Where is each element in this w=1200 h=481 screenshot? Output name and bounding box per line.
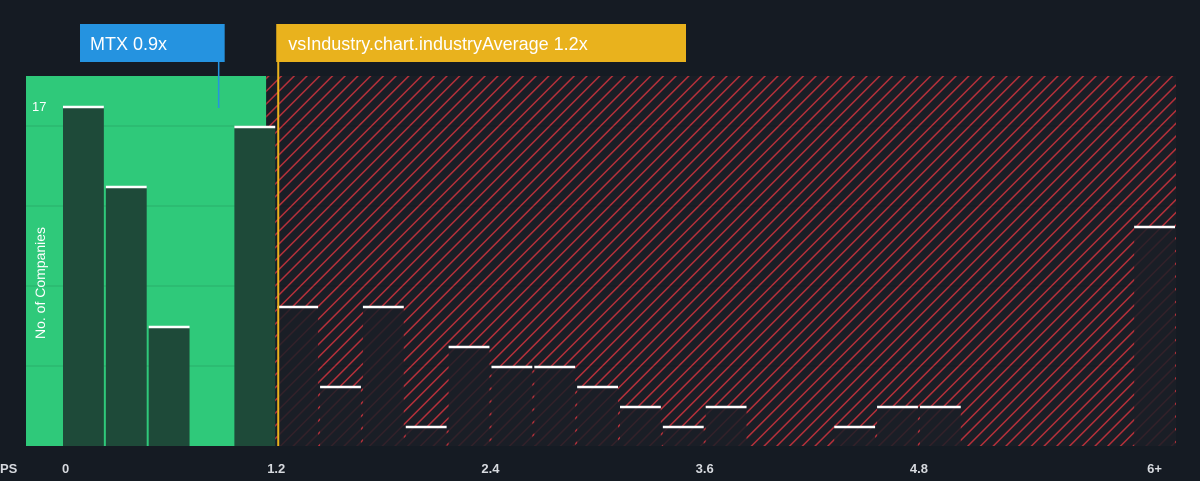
- histogram-bar: [662, 426, 704, 446]
- company-callout-label: MTX 0.9x: [90, 34, 167, 54]
- x-axis-ticks: 0 1.2 2.4 3.6 4.8 6+: [62, 461, 1162, 476]
- industry-callout: vsIndustry.chart.industryAverage 1.2x: [276, 24, 686, 62]
- histogram-bar: [448, 346, 490, 446]
- callouts: MTX 0.9x vsIndustry.chart.industryAverag…: [80, 24, 686, 62]
- histogram-bar: [105, 186, 147, 446]
- histogram-bar: [148, 326, 190, 446]
- histogram-bar: [405, 426, 447, 446]
- axes: No. of Companies PS 0 1.2 2.4 3.6 4.8 6+ 17: [0, 99, 1162, 476]
- histogram-bar: [320, 386, 361, 446]
- company-callout-box: [80, 24, 225, 62]
- histogram-bar: [919, 406, 961, 446]
- industry-callout-label: vsIndustry.chart.industryAverage 1.2x: [288, 34, 587, 54]
- x-tick-label: 2.4: [481, 461, 500, 476]
- x-tick-label: 0: [62, 461, 69, 476]
- x-tick-label: 3.6: [696, 461, 714, 476]
- histogram-bar: [620, 406, 661, 446]
- histogram-bar: [1134, 226, 1175, 446]
- histogram-bar: [834, 426, 876, 446]
- x-tick-label: 6+: [1147, 461, 1162, 476]
- histogram-bar: [362, 306, 404, 446]
- histogram-bars: [63, 105, 1175, 446]
- histogram-bar: [577, 386, 618, 446]
- value-zones: [26, 76, 1176, 446]
- histogram-bar: [534, 366, 576, 446]
- x-tick-label: 4.8: [910, 461, 928, 476]
- y-axis-ticks: 17: [32, 99, 46, 114]
- histogram-bar: [491, 366, 533, 446]
- y-tick-label: 17: [32, 99, 46, 114]
- industry-callout-box: [276, 24, 686, 62]
- overvalued-zone: [266, 76, 1176, 446]
- value-markers: [217, 60, 280, 446]
- gridlines: [26, 125, 1176, 367]
- histogram-bar: [63, 106, 104, 446]
- histogram-bar: [877, 406, 918, 446]
- histogram-bar: [234, 126, 276, 446]
- y-axis-label: No. of Companies: [32, 227, 48, 339]
- histogram-bar: [705, 406, 747, 446]
- x-axis-label: PS: [0, 461, 18, 476]
- company-callout: MTX 0.9x: [80, 24, 225, 62]
- x-tick-label: 1.2: [267, 461, 285, 476]
- histogram-bar: [277, 306, 319, 446]
